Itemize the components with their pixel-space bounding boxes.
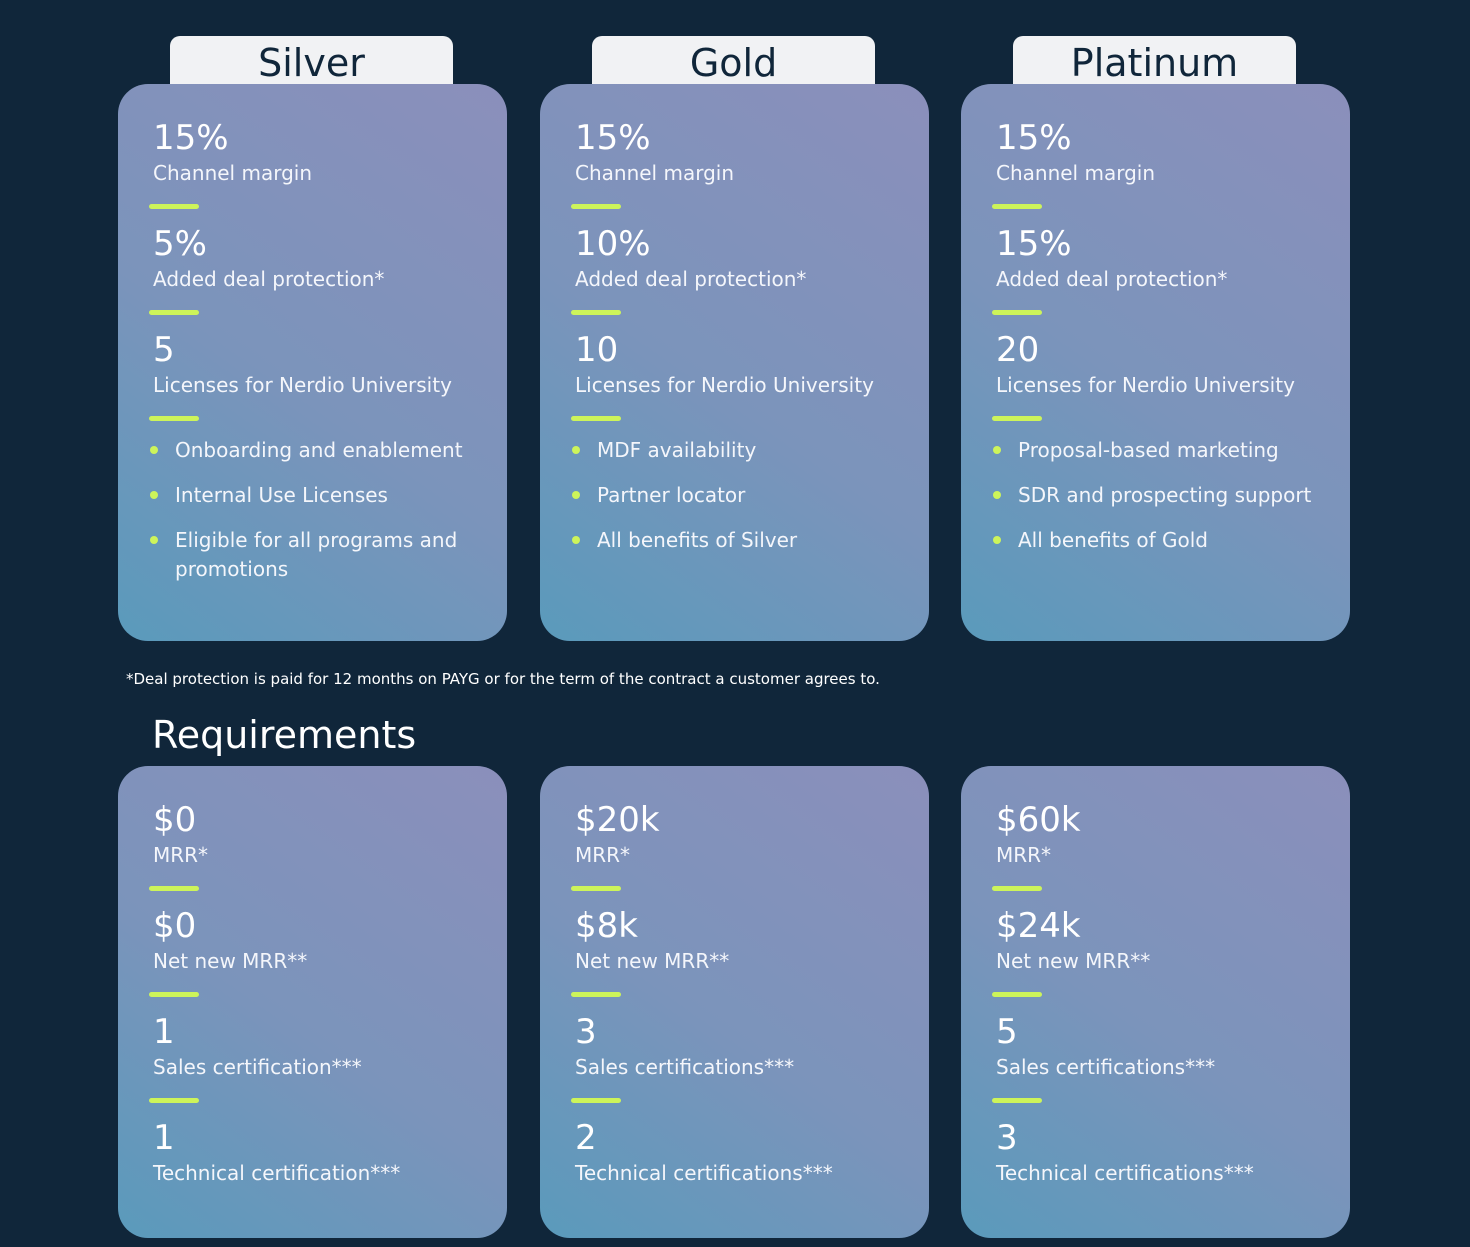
list-item: Eligible for all programs and promotions — [150, 526, 477, 584]
list-item: SDR and prospecting support — [993, 481, 1320, 510]
tier-tab-gold: Gold — [592, 36, 875, 88]
benefit-label: Channel margin — [575, 161, 735, 185]
requirement-label: Technical certifications*** — [996, 1161, 1254, 1185]
list-item: Internal Use Licenses — [150, 481, 477, 510]
benefit-value: 5 — [153, 330, 175, 370]
requirement-label: MRR* — [575, 843, 631, 867]
benefit-value: 10% — [575, 224, 651, 264]
benefit-list: MDF availability Partner locator All benef… — [572, 436, 899, 555]
benefit-value: 10 — [575, 330, 619, 370]
requirement-label: Net new MRR** — [575, 949, 730, 973]
benefit-value: 15% — [153, 118, 229, 158]
benefit-value: 5% — [153, 224, 207, 264]
requirement-label: Sales certification*** — [153, 1055, 362, 1079]
divider — [571, 204, 621, 209]
benefit-list: Proposal-based marketing SDR and prospect… — [993, 436, 1320, 555]
benefit-label: Licenses for Nerdio University — [153, 373, 452, 397]
benefit-value: 20 — [996, 330, 1040, 370]
divider — [992, 310, 1042, 315]
deal-protection-footnote: *Deal protection is paid for 12 months o… — [126, 670, 880, 688]
list-item: MDF availability — [572, 436, 899, 465]
requirement-value: 1 — [153, 1118, 175, 1158]
benefit-value: 15% — [996, 118, 1072, 158]
benefits-card: 15% Channel margin 10% Added deal protectio… — [540, 84, 929, 641]
requirement-value: $0 — [153, 906, 197, 946]
requirement-value: $60k — [996, 800, 1081, 840]
tier-tab-platinum: Platinum — [1013, 36, 1296, 88]
divider — [992, 886, 1042, 891]
requirement-value: $24k — [996, 906, 1081, 946]
requirement-label: MRR* — [153, 843, 209, 867]
requirement-value: $8k — [575, 906, 638, 946]
divider — [992, 1098, 1042, 1103]
requirements-card: $60k MRR* $24k Net new MRR** 5 Sales certific… — [961, 766, 1350, 1238]
benefit-label: Added deal protection* — [996, 267, 1228, 291]
divider — [149, 310, 199, 315]
divider — [149, 992, 199, 997]
requirement-value: 2 — [575, 1118, 597, 1158]
divider — [571, 886, 621, 891]
benefits-card: 15% Channel margin 5% Added deal protection… — [118, 84, 507, 641]
benefit-value: 15% — [996, 224, 1072, 264]
divider — [992, 204, 1042, 209]
requirement-label: Sales certifications*** — [996, 1055, 1216, 1079]
requirement-label: Technical certification*** — [153, 1161, 401, 1185]
requirement-value: 5 — [996, 1012, 1018, 1052]
list-item: Partner locator — [572, 481, 899, 510]
benefit-label: Added deal protection* — [153, 267, 385, 291]
requirement-value: $0 — [153, 800, 197, 840]
divider — [149, 1098, 199, 1103]
benefit-label: Added deal protection* — [575, 267, 807, 291]
benefit-label: Licenses for Nerdio University — [575, 373, 874, 397]
list-item: Proposal-based marketing — [993, 436, 1320, 465]
requirement-value: 3 — [996, 1118, 1018, 1158]
list-item: All benefits of Silver — [572, 526, 899, 555]
divider — [992, 992, 1042, 997]
requirement-label: Net new MRR** — [996, 949, 1151, 973]
divider — [571, 416, 621, 421]
requirement-label: Sales certifications*** — [575, 1055, 795, 1079]
requirement-value: $20k — [575, 800, 660, 840]
divider — [992, 416, 1042, 421]
divider — [149, 886, 199, 891]
benefit-label: Channel margin — [996, 161, 1156, 185]
requirements-card: $20k MRR* $8k Net new MRR** 3 Sales certifica… — [540, 766, 929, 1238]
requirements-heading: Requirements — [152, 713, 417, 757]
benefit-value: 15% — [575, 118, 651, 158]
benefits-card: 15% Channel margin 15% Added deal protectio… — [961, 84, 1350, 641]
requirement-value: 3 — [575, 1012, 597, 1052]
divider — [149, 416, 199, 421]
divider — [571, 992, 621, 997]
requirement-label: MRR* — [996, 843, 1052, 867]
requirement-label: Net new MRR** — [153, 949, 308, 973]
divider — [149, 204, 199, 209]
benefit-label: Channel margin — [153, 161, 313, 185]
benefit-label: Licenses for Nerdio University — [996, 373, 1295, 397]
requirement-value: 1 — [153, 1012, 175, 1052]
requirement-label: Technical certifications*** — [575, 1161, 833, 1185]
benefit-list: Onboarding and enablement Internal Use Li… — [150, 436, 477, 584]
divider — [571, 310, 621, 315]
tier-tab-silver: Silver — [170, 36, 453, 88]
list-item: Onboarding and enablement — [150, 436, 477, 465]
requirements-card: $0 MRR* $0 Net new MRR** 1 Sales certificatio… — [118, 766, 507, 1238]
divider — [571, 1098, 621, 1103]
list-item: All benefits of Gold — [993, 526, 1320, 555]
